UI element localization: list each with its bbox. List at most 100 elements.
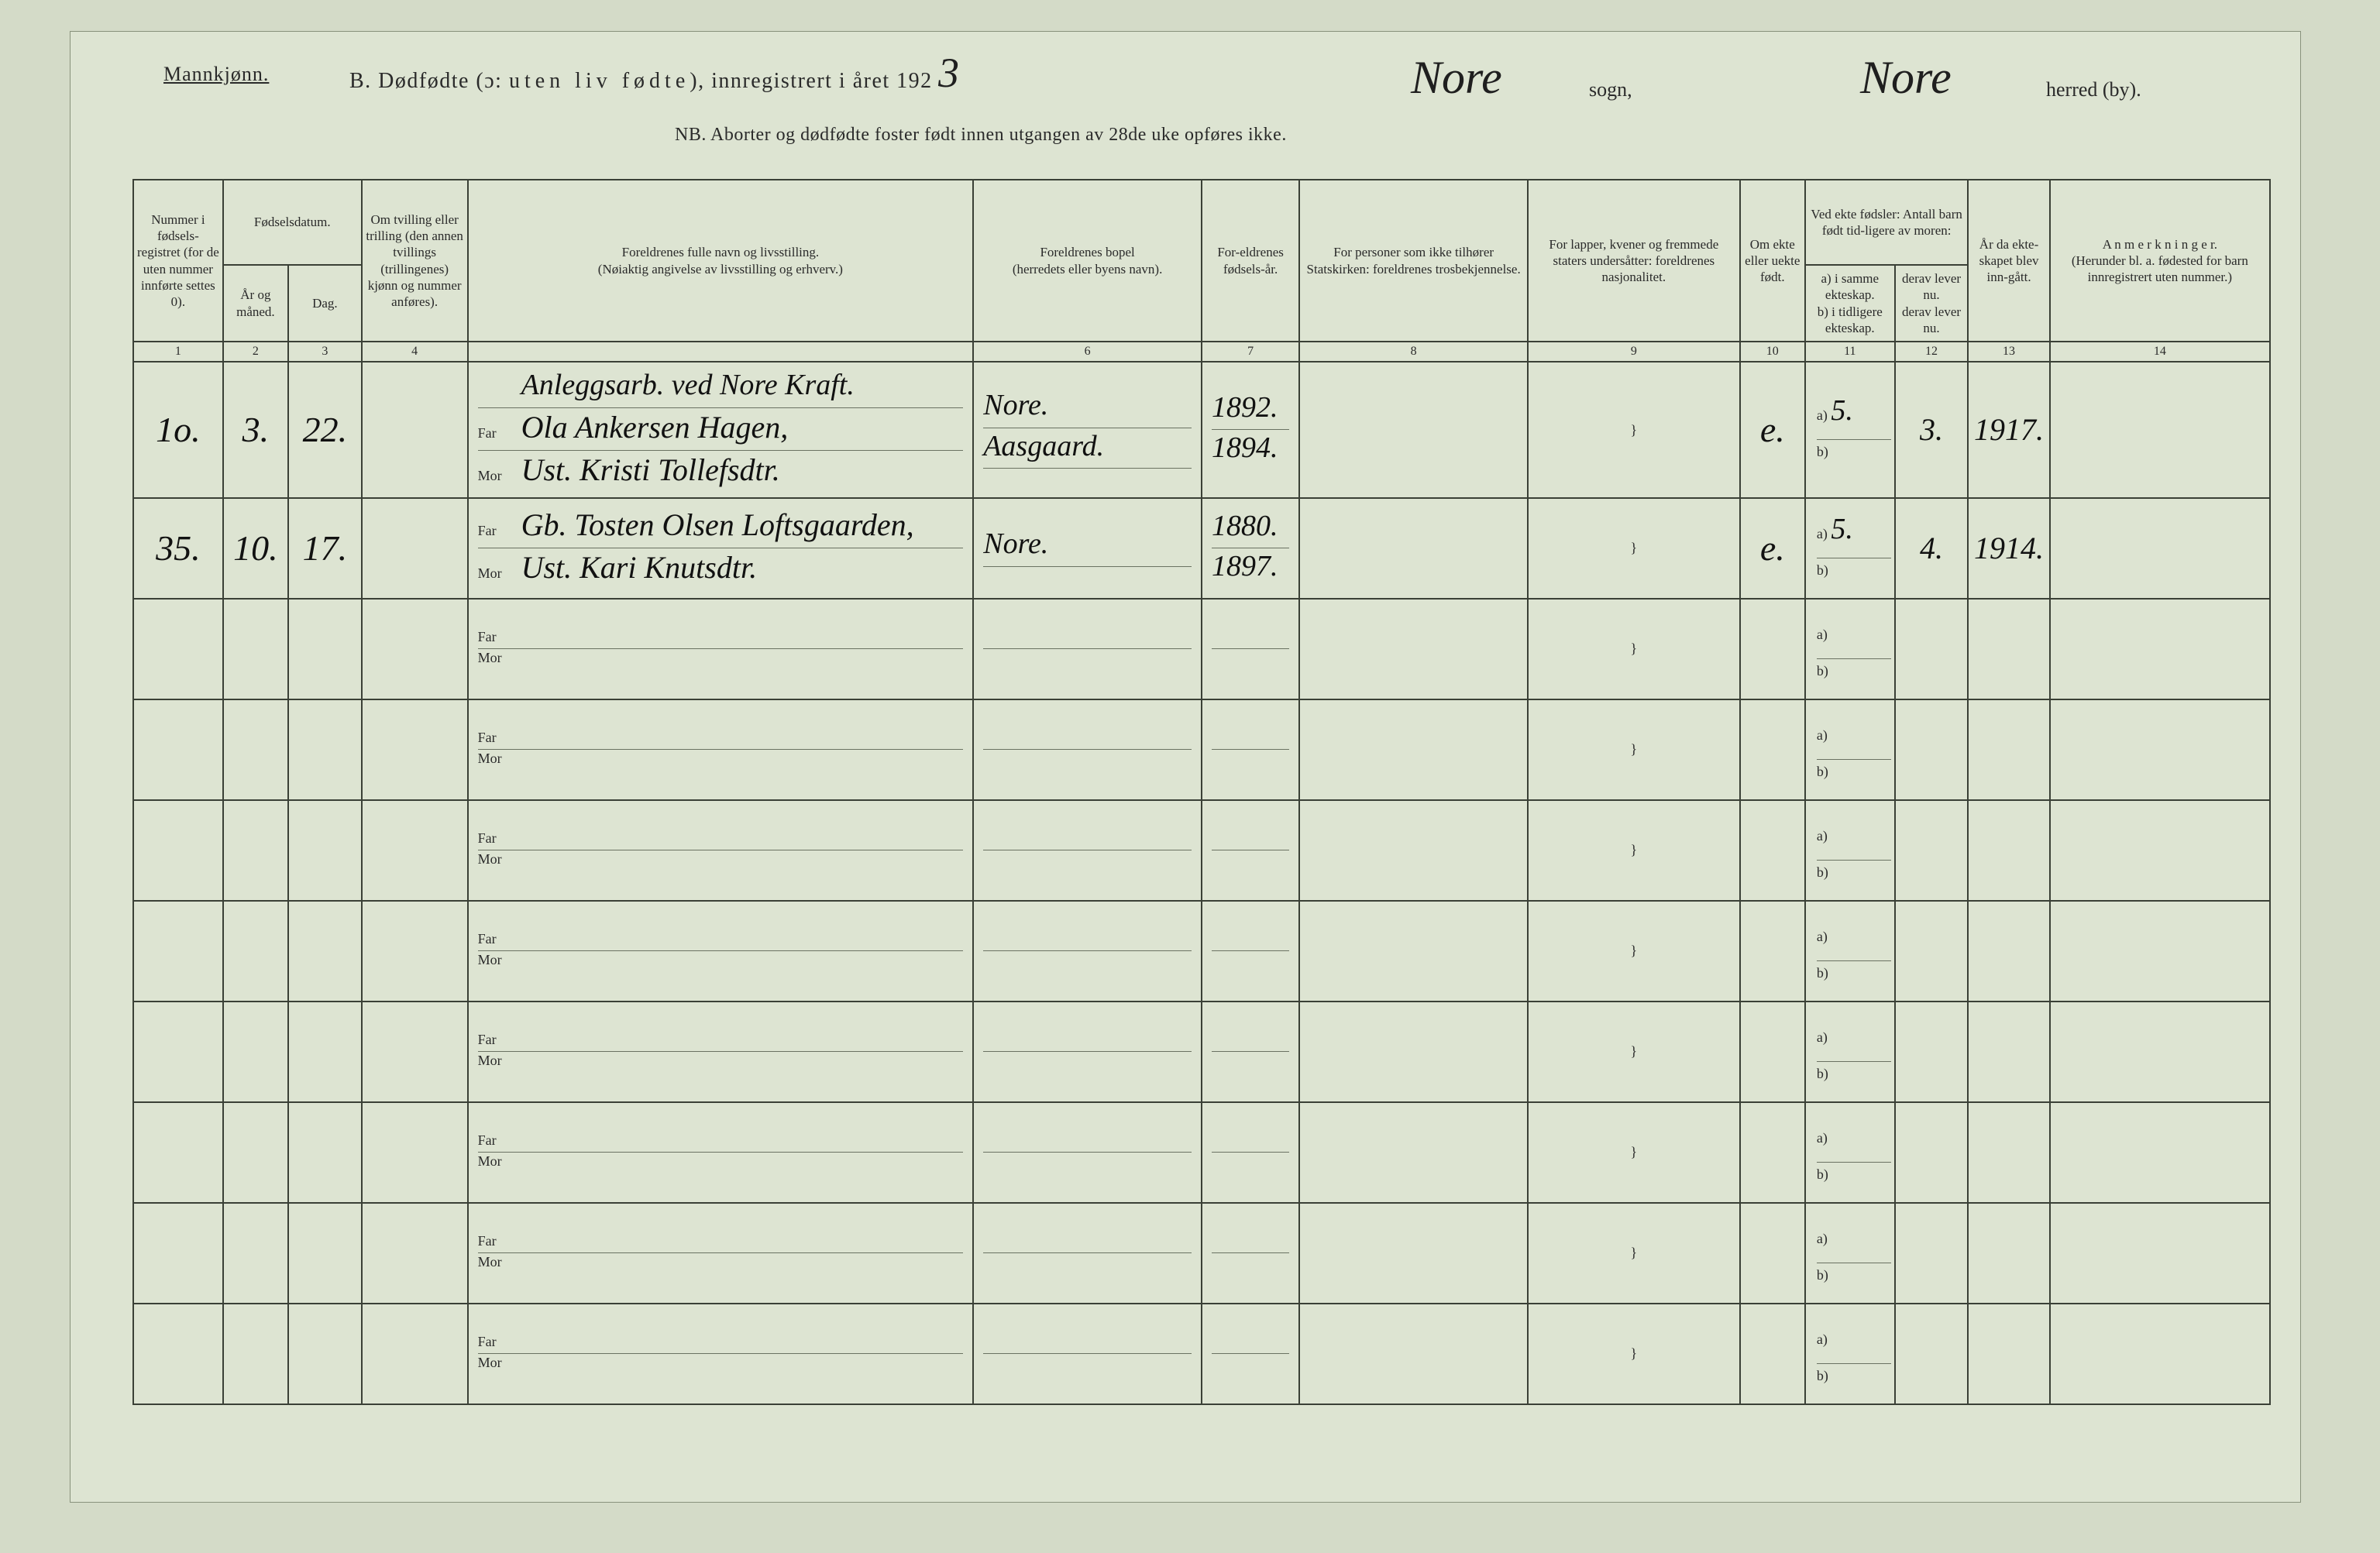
col-bopel: Foreldrenes bopel (herredets eller byens… <box>973 180 1202 342</box>
cell-aar <box>1202 1002 1299 1102</box>
cell-num <box>133 699 223 800</box>
cell-ekte: e. <box>1740 498 1805 599</box>
colnum: 12 <box>1895 342 1969 362</box>
cell-bopel: Nore. Aasgaard. <box>973 362 1202 498</box>
ekte-value: e. <box>1744 526 1801 571</box>
cell-tvilling <box>362 1304 468 1404</box>
a-label: a) <box>1817 1231 1828 1246</box>
cell-tvilling <box>362 498 468 599</box>
cell-tvilling <box>362 800 468 901</box>
cell-foreldre: Anleggsarb. ved Nore Kraft. FarOla Anker… <box>468 362 974 498</box>
cell-anm <box>2050 1002 2270 1102</box>
col-nasjonalitet: For lapper, kvener og fremmede staters u… <box>1528 180 1740 342</box>
bopel-block <box>977 847 1198 854</box>
cell-tros <box>1299 1002 1528 1102</box>
cell-maaned <box>223 1203 288 1304</box>
ab-block: a) b) <box>1809 810 1891 890</box>
title-prefix: B. Dødfødte (ɔ: <box>349 69 509 93</box>
aar-far-value: 1880. <box>1212 508 1289 545</box>
col-fodselsdatum: Fødselsdatum. <box>223 180 362 265</box>
year-handwritten: 3 <box>938 49 959 97</box>
mor-label: Mor <box>478 951 521 969</box>
farmor-block: Anleggsarb. ved Nore Kraft. FarOla Anker… <box>472 367 970 493</box>
farmor-block: Far Mor <box>472 930 970 972</box>
colnum: 2 <box>223 342 288 362</box>
cell-aar-ekte <box>1968 1002 2049 1102</box>
farmor-block: Far Mor <box>472 1232 970 1274</box>
gender-label: Mannkjønn. <box>163 63 269 86</box>
far-label: Far <box>478 729 521 747</box>
cell-ab: a) b) <box>1805 901 1895 1002</box>
far-label: Far <box>478 522 521 540</box>
a-value: 5. <box>1831 513 1853 545</box>
colnum: 11 <box>1805 342 1895 362</box>
mor-value: Ust. Kari Knutsdtr. <box>521 548 964 587</box>
cell-tvilling <box>362 599 468 699</box>
b-label: b) <box>1817 444 1828 459</box>
a-label: a) <box>1817 627 1828 642</box>
cell-aar-ekte <box>1968 800 2049 901</box>
col-tros: For personer som ikke tilhører Statskirk… <box>1299 180 1528 342</box>
cell-anm <box>2050 1304 2270 1404</box>
dag-value: 17. <box>292 526 358 571</box>
b-label: b) <box>1817 1267 1828 1283</box>
cell-num: 1o. <box>133 362 223 498</box>
sogn-handwritten: Nore <box>1411 51 1502 105</box>
bopel-top-value: Nore. <box>983 387 1192 424</box>
table-row: 1o.3.22. Anleggsarb. ved Nore Kraft. Far… <box>133 362 2270 498</box>
far-label: Far <box>478 930 521 948</box>
herred-handwritten: Nore <box>1860 51 1952 105</box>
aar-block <box>1205 1048 1295 1055</box>
mor-label: Mor <box>478 1253 521 1271</box>
cell-tvilling <box>362 1203 468 1304</box>
dag-value: 22. <box>292 407 358 452</box>
cell-bopel <box>973 699 1202 800</box>
ab-block: a) b) <box>1809 609 1891 689</box>
colnum: 14 <box>2050 342 2270 362</box>
mor-label: Mor <box>478 1354 521 1372</box>
colnum: 1 <box>133 342 223 362</box>
a-label: a) <box>1817 929 1828 944</box>
ab-block: a) b) <box>1809 1213 1891 1293</box>
cell-anm <box>2050 800 2270 901</box>
cell-anm <box>2050 498 2270 599</box>
farmor-block: Far Mor <box>472 830 970 871</box>
cell-bopel: Nore. <box>973 498 1202 599</box>
table-row: 35.10.17. FarGb. Tosten Olsen Loftsgaard… <box>133 498 2270 599</box>
ab-block: a) b) <box>1809 911 1891 991</box>
a-label: a) <box>1817 1331 1828 1347</box>
title-suffix: ), innregistrert i året 192 <box>690 69 932 93</box>
cell-foreldre: Far Mor <box>468 699 974 800</box>
col-dag: Dag. <box>288 265 362 342</box>
cell-brace: } <box>1528 1102 1740 1203</box>
cell-ekte <box>1740 1304 1805 1404</box>
a-label: a) <box>1817 1029 1828 1045</box>
cell-anm <box>2050 599 2270 699</box>
cell-dag: 17. <box>288 498 362 599</box>
col-anmerkninger: A n m e r k n i n g e r. (Herunder bl. a… <box>2050 180 2270 342</box>
far-value: Ola Ankersen Hagen, <box>521 408 964 447</box>
bopel-far-value: Nore. <box>983 526 1192 563</box>
cell-ekte <box>1740 599 1805 699</box>
cell-derav <box>1895 1102 1969 1203</box>
cell-brace: } <box>1528 800 1740 901</box>
aar-mor-value: 1897. <box>1212 548 1289 586</box>
header: Mannkjønn. B. Dødfødte (ɔ: uten liv født… <box>132 63 2254 109</box>
cell-aar-ekte <box>1968 1102 2049 1203</box>
cell-foreldre: Far Mor <box>468 1002 974 1102</box>
b-label: b) <box>1817 562 1828 578</box>
derav-value: 4. <box>1899 529 1965 568</box>
far-label: Far <box>478 830 521 847</box>
table-row: Far Mor } a) b) <box>133 1102 2270 1203</box>
occupation-value: Anleggsarb. ved Nore Kraft. <box>521 367 964 404</box>
cell-ekte <box>1740 699 1805 800</box>
colnum: 8 <box>1299 342 1528 362</box>
cell-maaned <box>223 1002 288 1102</box>
aar-block <box>1205 847 1295 854</box>
cell-maaned: 10. <box>223 498 288 599</box>
ab-block: a) b) <box>1809 1012 1891 1091</box>
colnum: 4 <box>362 342 468 362</box>
cell-bopel <box>973 800 1202 901</box>
b-label: b) <box>1817 1166 1828 1182</box>
table-body: 1o.3.22. Anleggsarb. ved Nore Kraft. Far… <box>133 362 2270 1404</box>
